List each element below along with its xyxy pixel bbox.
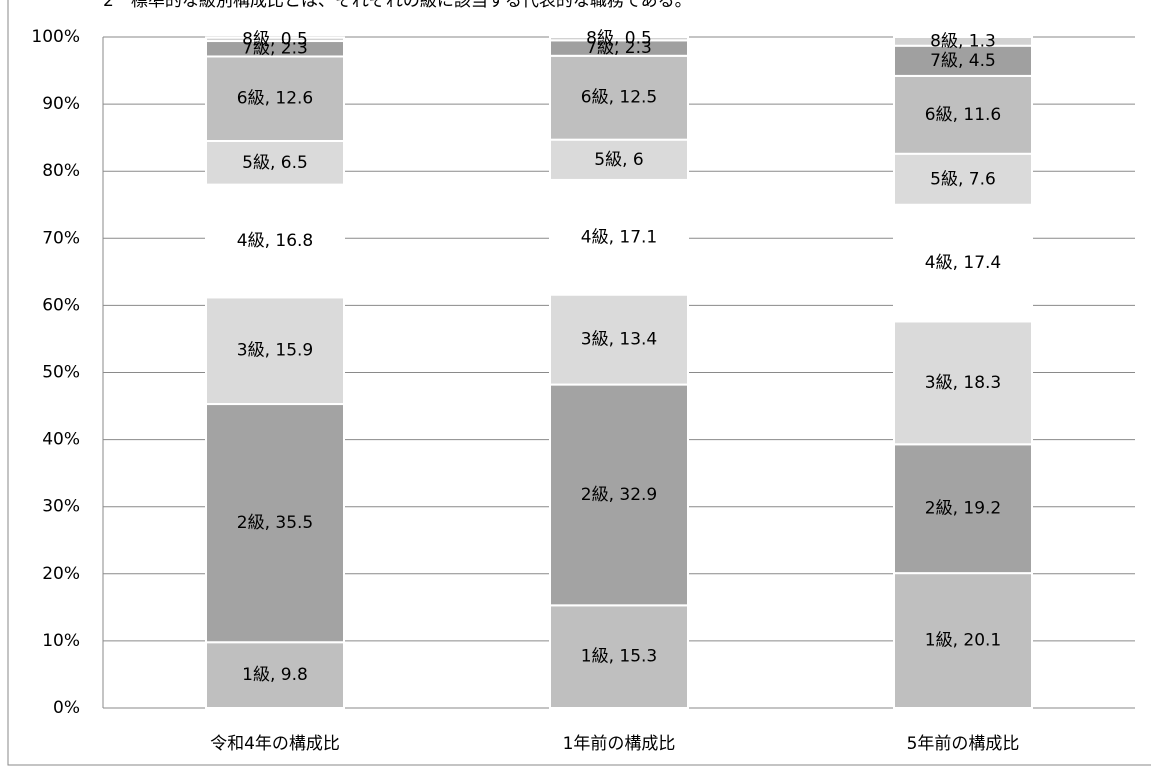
data-label: 2級, 32.9 — [581, 485, 657, 505]
data-label: 7級, 4.5 — [930, 51, 996, 71]
bar-segment — [893, 36, 1033, 47]
data-label: 3級, 15.9 — [237, 341, 313, 361]
data-label: 5級, 6 — [594, 150, 643, 170]
data-label: 4級, 17.4 — [925, 253, 1001, 273]
data-label: 5級, 7.6 — [930, 169, 996, 189]
data-label: 4級, 17.1 — [581, 227, 657, 247]
data-label: 6級, 12.6 — [237, 89, 313, 109]
y-tick-label: 30% — [42, 497, 80, 517]
y-tick-label: 0% — [53, 698, 80, 718]
data-label: 7級, 2.3 — [586, 38, 652, 58]
y-tick-label: 60% — [42, 295, 80, 315]
data-label: 3級, 18.3 — [925, 373, 1001, 393]
bar-segment — [893, 320, 1033, 446]
bar-segment — [205, 140, 345, 186]
bar-segment — [205, 36, 345, 43]
y-tick-label: 100% — [31, 27, 80, 47]
data-label: 5級, 6.5 — [242, 153, 308, 173]
bar-segment — [549, 54, 689, 141]
bar-segment — [893, 152, 1033, 206]
x-tick-label: 5年前の構成比 — [907, 734, 1020, 754]
x-tick-label: 1年前の構成比 — [563, 734, 676, 754]
data-label: 6級, 11.6 — [925, 105, 1001, 125]
bar-segment — [205, 296, 345, 406]
chart-frame — [7, 0, 1151, 766]
data-label: 2級, 19.2 — [925, 499, 1001, 519]
y-tick-label: 80% — [42, 161, 80, 181]
y-tick-label: 90% — [42, 94, 80, 114]
y-tick-label: 20% — [42, 564, 80, 584]
bar-segment — [205, 403, 345, 644]
bar-segment — [893, 203, 1033, 323]
bar-segment — [549, 604, 689, 709]
y-tick-label: 70% — [42, 228, 80, 248]
note: 2 標準的な級別構成比とは、それぞれの級に該当する代表的な職務である。 — [103, 0, 692, 11]
bar-segment — [893, 44, 1033, 77]
y-tick-label: 50% — [42, 363, 80, 383]
bar-segment — [549, 36, 689, 42]
bar-segment — [205, 55, 345, 143]
data-label: 7級, 2.3 — [242, 39, 308, 59]
y-tick-label: 40% — [42, 430, 80, 450]
data-label: 8級, 0.5 — [242, 29, 308, 49]
bar-segment — [893, 443, 1033, 575]
y-tick-label: 10% — [42, 631, 80, 651]
data-label: 4級, 16.8 — [237, 231, 313, 251]
bar-segment — [549, 383, 689, 607]
data-label: 3級, 13.4 — [581, 330, 657, 350]
data-label: 2級, 35.5 — [237, 513, 313, 533]
bar-segment — [549, 138, 689, 181]
data-label: 1級, 20.1 — [925, 631, 1001, 651]
data-label: 8級, 1.3 — [930, 31, 996, 51]
x-tick-label: 令和4年の構成比 — [210, 734, 340, 754]
data-label: 1級, 9.8 — [242, 665, 308, 685]
data-label: 8級, 0.5 — [586, 29, 652, 49]
bar-segment — [893, 572, 1033, 710]
bar-segment — [205, 183, 345, 299]
bar-segment — [549, 178, 689, 296]
data-label: 1級, 15.3 — [581, 647, 657, 667]
data-label: 6級, 12.5 — [581, 88, 657, 108]
